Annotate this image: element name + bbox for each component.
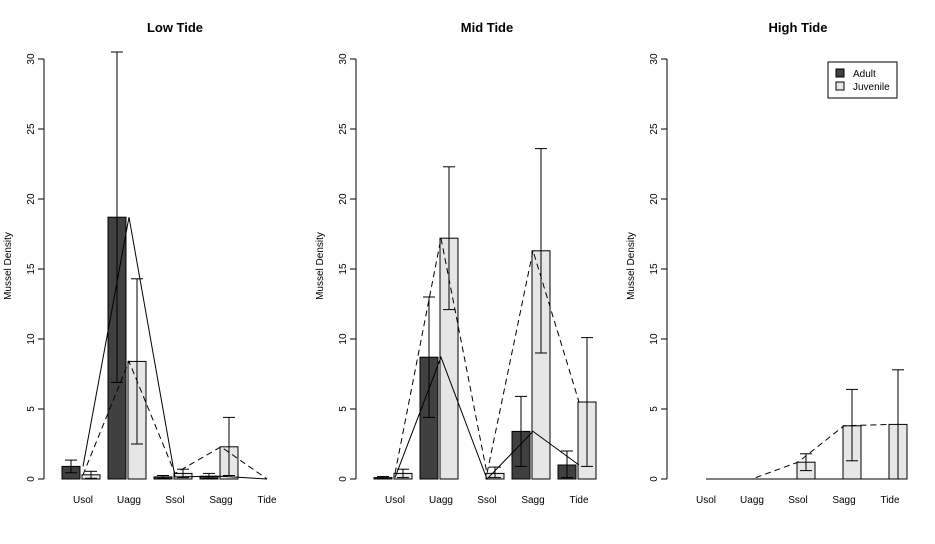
x-category-label: Uagg (429, 495, 453, 506)
panel-title: Low Tide (147, 20, 203, 35)
x-category-label: Sagg (521, 495, 544, 506)
y-tick-label: 30 (649, 53, 660, 65)
y-tick-label: 10 (338, 333, 349, 345)
y-tick-label: 0 (26, 476, 37, 482)
y-tick-label: 25 (338, 123, 349, 135)
error-bar-juvenile (535, 148, 547, 354)
error-bar-adult (203, 472, 215, 479)
x-category-label: Usol (696, 495, 716, 506)
legend-label-adult: Adult (853, 69, 876, 80)
y-tick-label: 20 (338, 193, 349, 205)
error-bar-juvenile (85, 470, 97, 479)
legend-swatch-juvenile (835, 81, 845, 91)
x-category-label: Tide (569, 495, 589, 506)
y-axis-label: Mussel Density (626, 232, 637, 300)
trend-line-adult (394, 355, 580, 480)
error-bar-adult (111, 51, 123, 383)
y-tick-label: 20 (26, 193, 37, 205)
error-bar-juvenile (892, 369, 904, 480)
x-category-label: Tide (880, 495, 900, 506)
x-category-label: Usol (385, 495, 405, 506)
legend-swatch-adult (835, 68, 845, 78)
y-tick-label: 30 (338, 53, 349, 65)
y-tick-label: 25 (26, 123, 37, 135)
x-category-label: Usol (73, 495, 93, 506)
error-bar-juvenile (443, 166, 455, 311)
y-tick-label: 15 (338, 263, 349, 275)
legend-label-juvenile: Juvenile (853, 82, 890, 93)
x-category-label: Uagg (740, 495, 764, 506)
x-category-label: Ssol (477, 495, 496, 506)
error-bar-adult (561, 450, 573, 479)
x-category-label: Tide (257, 495, 277, 506)
y-tick-label: 25 (649, 123, 660, 135)
x-category-label: Ssol (788, 495, 807, 506)
error-bar-adult (65, 459, 77, 474)
x-category-label: Sagg (832, 495, 855, 506)
y-tick-label: 5 (26, 406, 37, 412)
legend-box (827, 61, 898, 99)
error-bar-adult (423, 296, 435, 418)
y-tick-label: 10 (26, 333, 37, 345)
error-bar-adult (157, 475, 169, 479)
legend: Adult Juvenile (827, 61, 898, 99)
y-axis-label: Mussel Density (315, 232, 326, 300)
y-tick-label: 0 (338, 476, 349, 482)
y-axis-label: Mussel Density (3, 232, 14, 300)
error-bar-adult (377, 475, 389, 480)
error-bar-juvenile (581, 337, 593, 467)
y-tick-label: 15 (649, 263, 660, 275)
error-bar-adult (515, 395, 527, 467)
panel-title: High Tide (769, 20, 828, 35)
y-tick-label: 10 (649, 333, 660, 345)
trend-line-adult (82, 217, 268, 480)
x-category-label: Uagg (117, 495, 141, 506)
error-bar-juvenile (131, 278, 143, 445)
panel-2: Mid Tide 0 5 10 15 20 25 30 Mussel Density Usol Ua… (315, 20, 597, 506)
y-tick-label: 5 (649, 406, 660, 412)
panel-3: High Tide 0 5 10 15 20 25 30 Mussel Density Usol U… (626, 20, 908, 506)
x-category-label: Sagg (209, 495, 232, 506)
y-tick-label: 20 (649, 193, 660, 205)
y-tick-label: 15 (26, 263, 37, 275)
y-tick-label: 0 (649, 476, 660, 482)
trend-line-juvenile (82, 360, 268, 480)
panel-title: Mid Tide (461, 20, 513, 35)
error-bar-juvenile (800, 453, 812, 472)
trend-line-juvenile (706, 423, 891, 480)
panel-1: Low Tide 0 5 10 15 20 25 30 Mussel Density Usol Ua… (3, 20, 277, 506)
y-tick-label: 5 (338, 406, 349, 412)
y-tick-label: 30 (26, 53, 37, 65)
error-bar-juvenile (223, 416, 235, 476)
x-category-label: Ssol (165, 495, 184, 506)
error-bar-juvenile (397, 468, 409, 479)
